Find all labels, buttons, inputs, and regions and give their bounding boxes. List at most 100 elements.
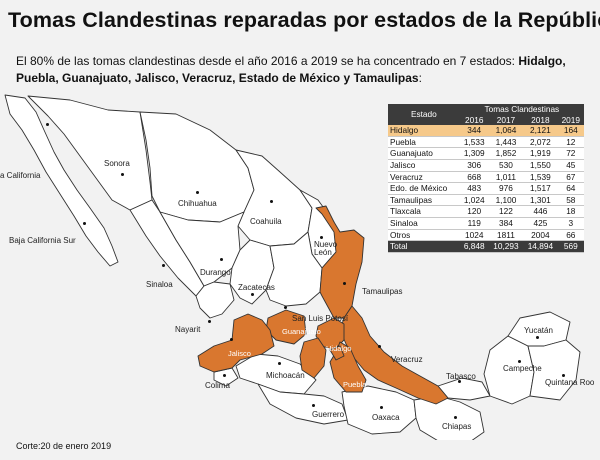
capital-dot xyxy=(454,416,457,419)
table-row: Tlaxcala 120 122 446 18 xyxy=(388,205,584,218)
capital-dot xyxy=(378,345,381,348)
value-cell: 1,533 xyxy=(459,136,489,149)
value-cell: 976 xyxy=(488,182,524,195)
capital-dot xyxy=(320,236,323,239)
estado-cell: Puebla xyxy=(388,136,460,149)
value-cell: 1,550 xyxy=(523,159,558,172)
label-puebla: Puebla xyxy=(343,380,367,389)
estado-cell: Hidalgo xyxy=(388,125,460,137)
year-header: 2017 xyxy=(488,114,524,126)
capital-dot xyxy=(343,282,346,285)
nayarit-state xyxy=(195,281,235,319)
value-cell: 2004 xyxy=(523,229,558,242)
label-veracruz: Veracruz xyxy=(391,355,423,364)
tomas-table: Estado Tomas Clandestinas 2016 2017 2018… xyxy=(388,104,584,253)
label-tabasco: Tabasco xyxy=(446,372,476,381)
estado-cell: Sinaloa xyxy=(388,217,460,230)
value-cell: 1,852 xyxy=(488,147,524,160)
value-cell: 67 xyxy=(557,171,584,184)
value-cell: 120 xyxy=(459,205,489,218)
value-cell: 446 xyxy=(523,205,558,218)
capital-dot xyxy=(220,258,223,261)
estado-cell: Edo. de México xyxy=(388,182,460,195)
col-estado-header: Estado xyxy=(388,104,460,126)
value-cell: 1,301 xyxy=(523,194,558,207)
value-cell: 1,539 xyxy=(523,171,558,184)
value-cell: 384 xyxy=(488,217,524,230)
value-cell: 1,064 xyxy=(488,125,524,137)
label-sonora: Sonora xyxy=(104,159,130,168)
subtitle: El 80% de las tomas clandestinas desde e… xyxy=(16,54,566,85)
table-row: Jalisco 306 530 1,550 45 xyxy=(388,159,584,172)
value-cell: 3 xyxy=(557,217,584,230)
page-title: Tomas Clandestinas reparadas por estados… xyxy=(8,8,600,32)
estado-cell: Tamaulipas xyxy=(388,194,460,207)
zacatecas-state xyxy=(229,239,275,305)
table-row: Edo. de México 483 976 1,517 64 xyxy=(388,182,584,195)
value-cell: 1,024 xyxy=(459,194,489,207)
value-cell: 569 xyxy=(557,240,584,253)
value-cell: 18 xyxy=(557,205,584,218)
label-bcs: Baja California Sur xyxy=(9,236,76,245)
value-cell: 1,100 xyxy=(488,194,524,207)
capital-dot xyxy=(223,374,226,377)
corte-note: Corte:20 de enero 2019 xyxy=(16,441,112,451)
value-cell: 45 xyxy=(557,159,584,172)
estado-cell: Total xyxy=(388,240,460,253)
capital-dot xyxy=(284,306,287,309)
tlaxcala-state xyxy=(329,345,345,361)
label-campeche: Campeche xyxy=(503,364,542,373)
value-cell: 72 xyxy=(557,147,584,160)
label-yucatan: Yucatán xyxy=(524,326,553,335)
label-coahuila: Coahuila xyxy=(250,217,282,226)
quintana-roo-state xyxy=(527,339,581,401)
capital-dot xyxy=(83,222,86,225)
label-michoacan: Michoacán xyxy=(266,371,305,380)
label-chiapas: Chiapas xyxy=(442,422,472,431)
capital-dot xyxy=(312,404,315,407)
value-cell: 530 xyxy=(488,159,524,172)
capital-dot xyxy=(208,320,211,323)
value-cell: 122 xyxy=(488,205,524,218)
value-cell: 425 xyxy=(523,217,558,230)
year-header: 2019 xyxy=(557,114,584,126)
value-cell: 12 xyxy=(557,136,584,149)
capital-dot xyxy=(278,362,281,365)
mexico-map xyxy=(4,94,581,440)
value-cell: 14,894 xyxy=(523,240,558,253)
value-cell: 1024 xyxy=(459,229,489,242)
edomex-state xyxy=(299,337,327,379)
chiapas-state xyxy=(413,395,485,440)
table-row: Veracruz 668 1,011 1,539 67 xyxy=(388,171,584,184)
capital-dot xyxy=(270,200,273,203)
label-sinaloa: Sinaloa xyxy=(146,280,173,289)
baja-california-state xyxy=(4,94,119,267)
value-cell: 64 xyxy=(557,182,584,195)
estado-cell: Otros xyxy=(388,229,460,242)
label-jalisco: Jalisco xyxy=(228,349,251,358)
value-cell: 2,121 xyxy=(523,125,558,137)
value-cell: 1,011 xyxy=(488,171,524,184)
value-cell: 344 xyxy=(459,125,489,137)
capital-dot xyxy=(380,406,383,409)
value-cell: 306 xyxy=(459,159,489,172)
capital-dot xyxy=(251,293,254,296)
estado-cell: Tlaxcala xyxy=(388,205,460,218)
group-header: Tomas Clandestinas xyxy=(459,104,584,115)
label-oaxaca: Oaxaca xyxy=(372,413,400,422)
label-slp: San Luis Potosí xyxy=(292,314,349,323)
capital-dot xyxy=(196,191,199,194)
value-cell: 483 xyxy=(459,182,489,195)
label-zacatecas: Zacatecas xyxy=(238,283,275,292)
value-cell: 58 xyxy=(557,194,584,207)
value-cell: 1,443 xyxy=(488,136,524,149)
value-cell: 1,919 xyxy=(523,147,558,160)
table-row: Otros 1024 1811 2004 66 xyxy=(388,229,584,242)
estado-cell: Veracruz xyxy=(388,171,460,184)
value-cell: 66 xyxy=(557,229,584,242)
table-row: Sinaloa 119 384 425 3 xyxy=(388,217,584,230)
estado-cell: Guanajuato xyxy=(388,147,460,160)
label-hidalgo: Hidalgo xyxy=(326,344,352,353)
table-row: Hidalgo 344 1,064 2,121 164 xyxy=(388,125,584,137)
value-cell: 668 xyxy=(459,171,489,184)
